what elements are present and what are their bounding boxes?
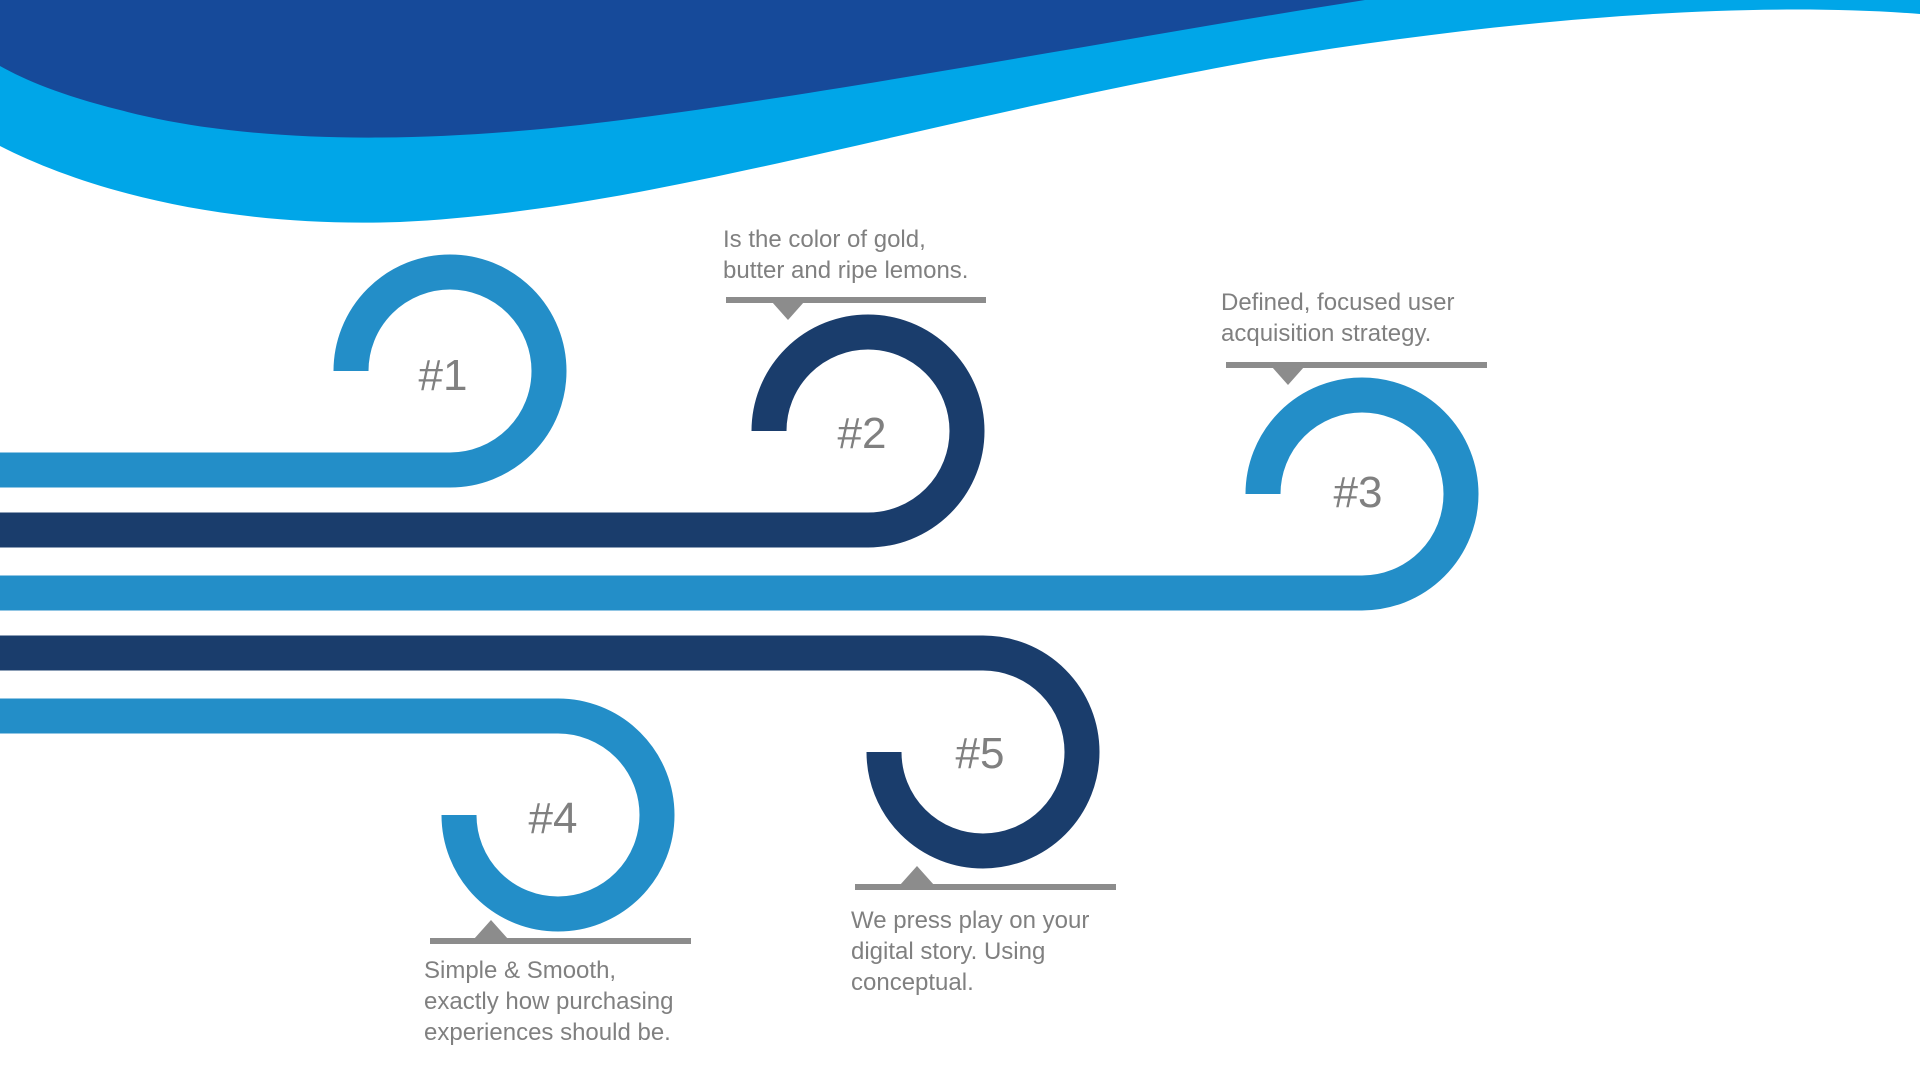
step-5-number: #5 (956, 729, 1005, 778)
step-5-caption: We press play on your digital story. Usi… (851, 907, 1090, 996)
step-3-number: #3 (1334, 468, 1383, 517)
step-2-caption: Is the color of gold, butter and ripe le… (723, 226, 969, 284)
step-2-number: #2 (838, 409, 887, 458)
step-1-number: #1 (419, 351, 468, 400)
header-wave-dark (0, 0, 1365, 138)
track-line-2 (0, 314, 985, 548)
callout-marker-2 (726, 297, 986, 320)
track-line-1 (0, 254, 567, 488)
callout-marker-5 (855, 866, 1116, 890)
callout-marker-3 (1226, 362, 1487, 385)
track-line-3 (0, 377, 1479, 611)
track-line-4 (0, 698, 675, 932)
callout-marker-4 (430, 920, 691, 944)
step-4-number: #4 (529, 794, 578, 843)
step-4-caption: Simple & Smooth, exactly how purchasing … (424, 957, 674, 1046)
step-3-caption: Defined, focused user acquisition strate… (1221, 289, 1455, 347)
track-line-5 (0, 635, 1100, 869)
